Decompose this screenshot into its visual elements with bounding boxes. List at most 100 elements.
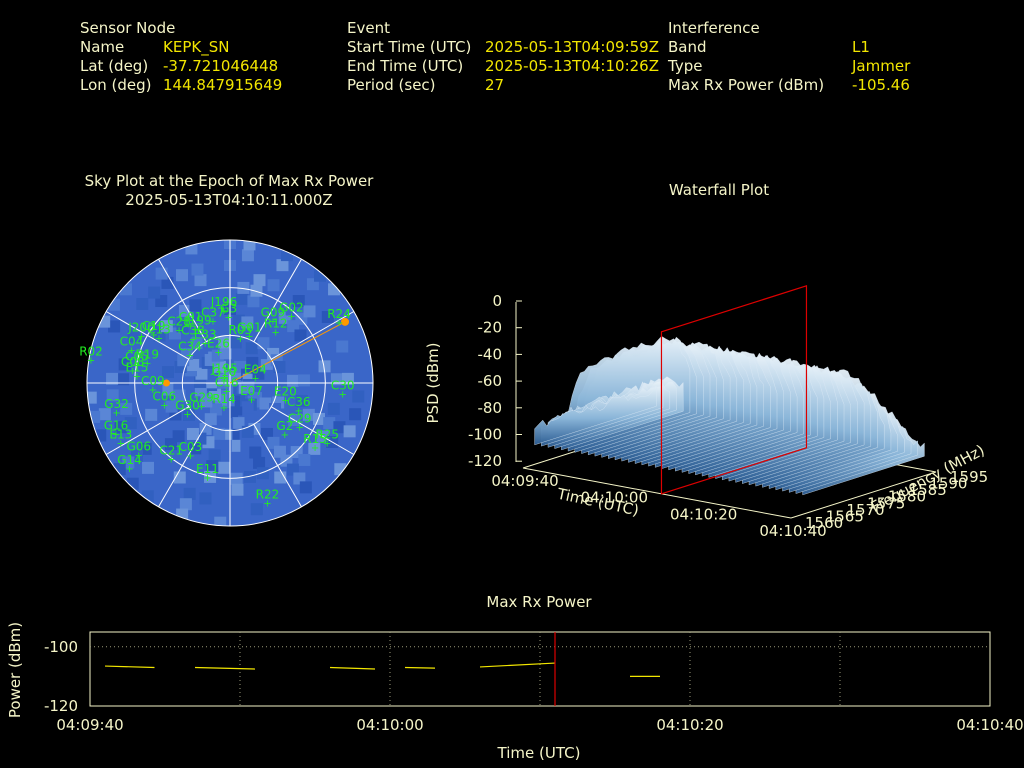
max-power-label: Max Rx Power (dBm): [668, 76, 825, 94]
waterfall-z-tick-label: -80: [478, 399, 503, 417]
sky-heat-cell: [150, 384, 163, 397]
lon-value: 144.847915649: [163, 76, 283, 94]
sky-heat-cell: [232, 417, 245, 430]
satellite-label: R15: [303, 432, 327, 446]
satellite-plus: +: [125, 464, 133, 475]
sky-heat-cell: [213, 427, 226, 440]
satellite-label: C08: [121, 355, 145, 369]
start-time-value: 2025-05-13T04:09:59Z: [485, 38, 659, 56]
satellite-label: C21: [159, 443, 183, 457]
waterfall-freq-tick: 1580: [888, 488, 926, 506]
sky-heat-cell: [213, 360, 226, 373]
satellite-g14: +G14: [117, 453, 142, 475]
waterfall-time-tick: 04:09:40: [491, 472, 558, 490]
sky-heat-cell: [241, 401, 254, 414]
sky-heat-cell: [206, 460, 219, 473]
satellite-c19: +C19: [142, 319, 166, 341]
sky-heat-cell: [263, 289, 276, 302]
sky-heat-cell: [253, 456, 266, 469]
sky-spoke: [253, 258, 302, 342]
sky-heat-cell: [241, 249, 254, 262]
sky-heat-cell: [286, 374, 299, 387]
satellite-plus: +: [183, 410, 191, 421]
satellite-label: R22: [256, 487, 280, 501]
satellite-c09: +C09: [141, 374, 165, 396]
waterfall-time-marker: [660, 285, 808, 495]
power-x-tick: 04:10:40: [956, 716, 1023, 734]
waterfall-plot: 0 -20 -40 -60 -80 -100 -120 04:09:40 04:10:00 04:…: [468, 285, 988, 540]
satellite-r14: +R14: [212, 392, 236, 414]
satellite-e15: +E15: [126, 360, 149, 382]
band-value: L1: [852, 38, 870, 56]
sky-heat-cell: [330, 373, 343, 386]
sky-heat-cell: [204, 470, 217, 483]
waterfall-time-tick: 04:10:40: [759, 522, 826, 540]
sky-heat-cell: [241, 425, 254, 438]
satellite-plus: +: [263, 498, 271, 509]
satellite-r22: +R22: [256, 487, 280, 509]
sky-heat-cell: [194, 274, 207, 287]
waterfall-freq-axis: [790, 471, 937, 519]
sky-heat-cell: [218, 461, 231, 474]
satellite-e33: +E33: [194, 328, 217, 350]
sky-heat-cell: [173, 389, 186, 402]
sky-heat-cell: [264, 369, 277, 382]
sky-heat-cell: [214, 516, 227, 526]
sky-heat-cell: [230, 472, 243, 485]
sky-heat-cell: [237, 281, 250, 294]
satellite-g2: +G2: [276, 419, 293, 441]
satellite-plus: +: [223, 386, 231, 397]
waterfall-freq-tick: 1575: [867, 494, 905, 512]
sky-heat-cell: [249, 446, 262, 459]
satellite-plus: +: [149, 385, 157, 396]
sky-heat-cell: [259, 397, 272, 410]
sky-spoke: [253, 424, 302, 508]
waterfall-slice: [534, 384, 657, 446]
sky-heat-cell: [264, 487, 277, 500]
satellite-r15: +R15: [303, 432, 327, 454]
sky-heat-cell: [98, 315, 111, 328]
type-label: Type: [668, 57, 703, 75]
satellite-label: G30: [175, 399, 200, 413]
satellite-plus: +: [220, 373, 228, 384]
satellite-c13: +C13: [147, 322, 171, 344]
sky-heat-cell: [243, 240, 256, 251]
satellite-plus: +: [220, 306, 228, 317]
satellite-e20: +E20: [274, 384, 297, 406]
satellite-c16: +C16: [215, 375, 239, 397]
jammer-marker: [162, 379, 170, 387]
sky-heat-cell: [107, 298, 120, 311]
satellite-j195: +J195: [210, 362, 237, 384]
waterfall-freq-tick: 1560: [805, 514, 843, 532]
sky-heat-cell: [200, 395, 213, 408]
sky-heat-cell: [341, 372, 354, 385]
sky-heat-cell: [108, 320, 121, 333]
satellite-c03: +C03: [179, 440, 203, 462]
sky-heat-cell: [336, 340, 349, 353]
satellite-r24: +R24: [327, 307, 351, 329]
sky-heat-cell: [269, 304, 282, 317]
sky-heat-cell: [136, 298, 149, 311]
satellite-label: G32: [104, 397, 129, 411]
satellite-label: E11: [196, 462, 219, 476]
satellite-g01: +G01: [237, 320, 262, 342]
sky-heat-cell: [153, 329, 166, 342]
satellite-label: R02: [79, 345, 103, 359]
satellite-g32: +G32: [104, 397, 129, 419]
satellite-label: C30: [331, 378, 355, 392]
sky-heat-cell: [245, 342, 258, 355]
max-power-value: -105.46: [852, 76, 910, 94]
sky-plot-title: Sky Plot at the Epoch of Max Rx Power: [85, 172, 375, 190]
name-label: Name: [80, 38, 125, 56]
power-series-segment: [479, 662, 556, 668]
satellite-plus: +: [197, 401, 205, 412]
power-chart-title: Max Rx Power: [486, 593, 592, 611]
satellite-plus: +: [189, 335, 197, 346]
satellite-label: C04: [120, 334, 144, 348]
power-x-tick: 04:10:20: [656, 716, 723, 734]
sky-heat-cell: [176, 269, 189, 282]
waterfall-time-tick: 04:10:20: [670, 505, 737, 523]
sky-heat-cell: [321, 311, 334, 324]
sky-heat-cell: [187, 477, 200, 490]
sky-heat-cell: [160, 320, 173, 333]
